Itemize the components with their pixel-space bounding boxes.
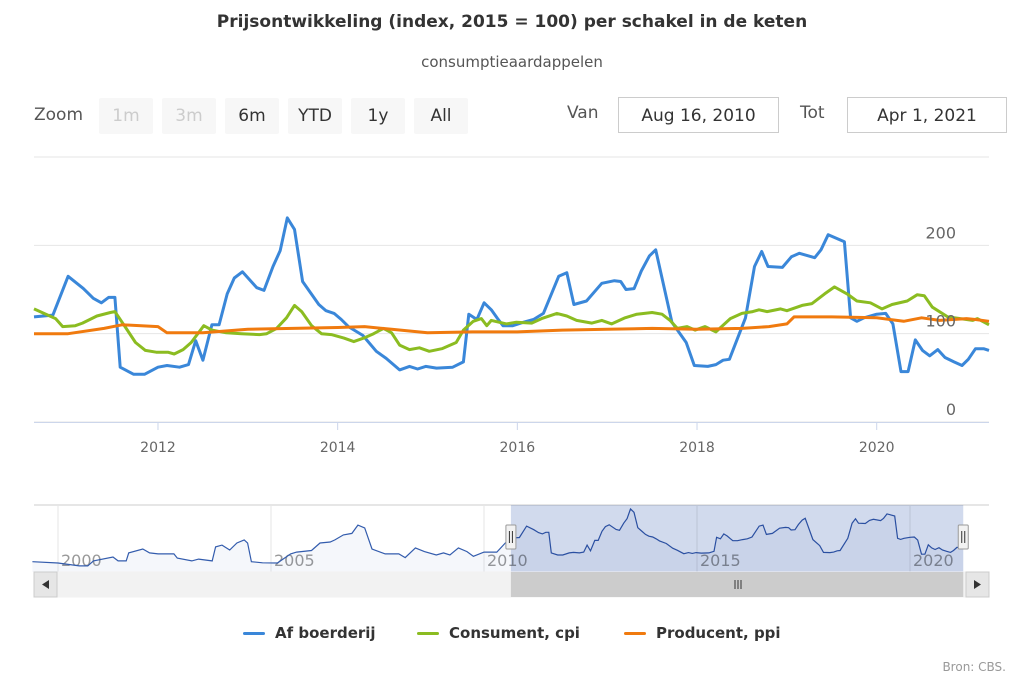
x-tick-label: 2020: [859, 440, 895, 456]
credits[interactable]: Bron: CBS.: [942, 660, 1006, 674]
zoom-all-button[interactable]: All: [414, 98, 468, 134]
zoom-1m-button[interactable]: 1m: [99, 98, 153, 134]
legend-label: Consument, cpi: [449, 624, 580, 642]
legend-symbol-orange: [624, 631, 646, 635]
y-tick-label: 0: [946, 400, 956, 419]
chart-subtitle: consumptieaardappelen: [421, 53, 603, 71]
to-date-input[interactable]: Apr 1, 2021: [847, 97, 1007, 133]
x-tick-label: 2014: [320, 440, 356, 456]
y-tick-label: 100: [925, 312, 956, 331]
legend-label: Af boerderij: [275, 624, 376, 642]
legend-symbol-green: [417, 631, 439, 635]
navigator-handle[interactable]: [505, 524, 517, 550]
series-line-producent-ppi: [34, 315, 990, 336]
zoom-1y-button[interactable]: 1y: [351, 98, 405, 134]
from-label: Van: [567, 103, 599, 123]
legend-item-consument-cpi[interactable]: Consument, cpi: [417, 624, 580, 642]
navigator-handle[interactable]: [957, 524, 969, 550]
from-date-input[interactable]: Aug 16, 2010: [618, 97, 779, 133]
series-line-consument-cpi: [33, 285, 990, 356]
navigator-tick-label: 2005: [274, 551, 315, 570]
x-tick-label: 2012: [140, 440, 176, 456]
arrow-left-icon: [42, 580, 49, 589]
arrow-right-icon: [974, 580, 981, 589]
zoom-ytd-button[interactable]: YTD: [288, 98, 342, 134]
y-tick-label: 200: [925, 223, 956, 242]
zoom-label: Zoom: [34, 105, 84, 125]
x-tick-label: 2018: [679, 440, 715, 456]
chart-title: Prijsontwikkeling (index, 2015 = 100) pe…: [216, 12, 808, 32]
zoom-3m-button[interactable]: 3m: [162, 98, 216, 134]
x-tick-label: 2016: [500, 440, 536, 456]
legend-item-producent-ppi[interactable]: Producent, ppi: [624, 624, 781, 642]
scrollbar-thumb[interactable]: [510, 572, 964, 597]
zoom-6m-button[interactable]: 6m: [225, 98, 279, 134]
legend-label: Producent, ppi: [656, 624, 781, 642]
to-label: Tot: [800, 103, 825, 123]
legend-item-af-boerderij[interactable]: Af boerderij: [243, 624, 376, 642]
legend-symbol-blue: [243, 631, 265, 635]
navigator-selected-mask: [510, 505, 964, 572]
